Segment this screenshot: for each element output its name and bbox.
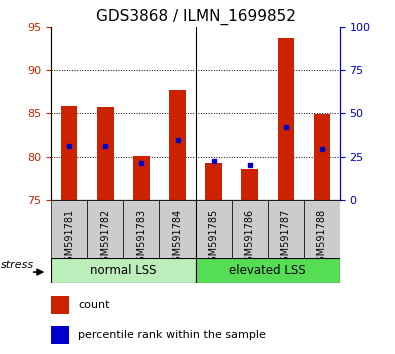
Bar — [51, 326, 69, 344]
FancyBboxPatch shape — [160, 200, 196, 258]
FancyBboxPatch shape — [304, 200, 340, 258]
Text: GSM591787: GSM591787 — [280, 209, 291, 268]
FancyBboxPatch shape — [267, 200, 304, 258]
Bar — [278, 38, 294, 200]
Text: percentile rank within the sample: percentile rank within the sample — [78, 330, 266, 341]
Bar — [314, 114, 330, 200]
FancyBboxPatch shape — [196, 258, 340, 283]
Bar — [169, 90, 186, 200]
Text: GSM591783: GSM591783 — [136, 209, 147, 268]
Bar — [61, 106, 77, 200]
Text: GSM591782: GSM591782 — [100, 209, 111, 268]
Text: normal LSS: normal LSS — [90, 264, 157, 277]
Text: elevated LSS: elevated LSS — [229, 264, 306, 277]
FancyBboxPatch shape — [87, 200, 123, 258]
Title: GDS3868 / ILMN_1699852: GDS3868 / ILMN_1699852 — [96, 9, 295, 25]
Bar — [97, 107, 113, 200]
FancyBboxPatch shape — [51, 200, 87, 258]
FancyBboxPatch shape — [51, 258, 196, 283]
FancyBboxPatch shape — [196, 200, 231, 258]
Bar — [241, 169, 258, 200]
FancyBboxPatch shape — [123, 200, 160, 258]
FancyBboxPatch shape — [231, 200, 267, 258]
Text: count: count — [78, 300, 110, 310]
Text: GSM591786: GSM591786 — [245, 209, 255, 268]
Text: GSM591781: GSM591781 — [64, 209, 74, 268]
Text: GSM591784: GSM591784 — [173, 209, 182, 268]
Bar — [205, 163, 222, 200]
Text: GSM591785: GSM591785 — [209, 209, 218, 268]
Bar — [134, 156, 150, 200]
Bar — [51, 296, 69, 314]
Text: GSM591788: GSM591788 — [317, 209, 327, 268]
Text: stress: stress — [1, 260, 34, 270]
